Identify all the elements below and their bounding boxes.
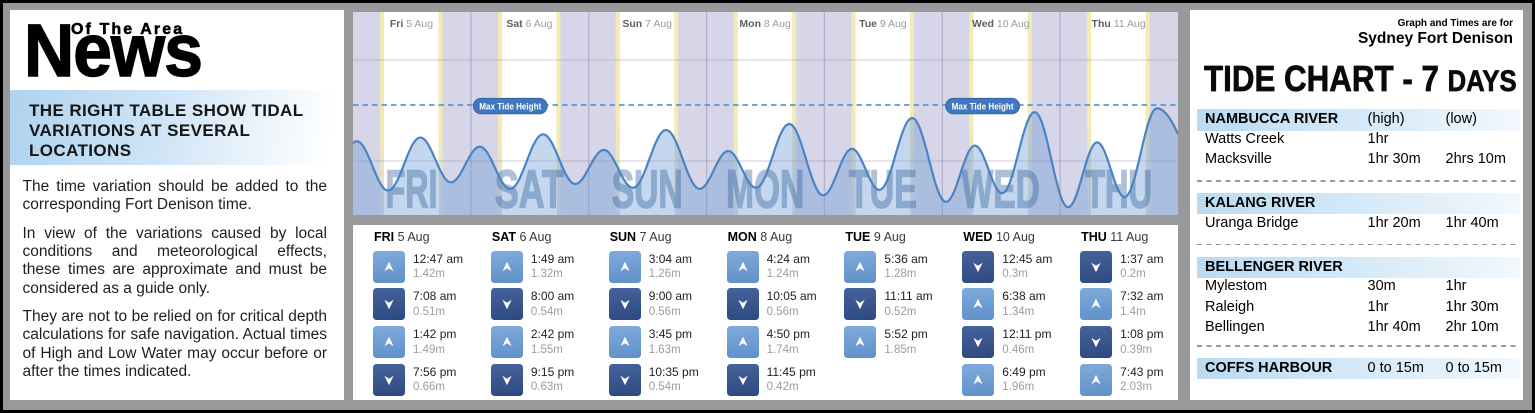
svg-text:Mon 8 Aug: Mon 8 Aug: [739, 18, 791, 30]
svg-text:Wed 10 Aug: Wed 10 Aug: [972, 18, 1030, 30]
svg-text:SUN: SUN: [612, 160, 683, 216]
svg-text:Tue 9 Aug: Tue 9 Aug: [859, 18, 907, 30]
svg-text:WED: WED: [962, 160, 1040, 216]
svg-text:Sat 6 Aug: Sat 6 Aug: [506, 18, 552, 30]
svg-text:Thu 11 Aug: Thu 11 Aug: [1092, 18, 1146, 30]
svg-text:Max Tide Height: Max Tide Height: [952, 101, 1014, 111]
svg-text:Fri 5 Aug: Fri 5 Aug: [390, 18, 433, 30]
svg-text:THU: THU: [1085, 160, 1152, 216]
svg-text:MON: MON: [726, 160, 804, 216]
svg-text:SAT: SAT: [495, 160, 564, 216]
svg-text:Sun 7 Aug: Sun 7 Aug: [622, 18, 672, 30]
svg-text:Max Tide Height: Max Tide Height: [479, 101, 541, 111]
